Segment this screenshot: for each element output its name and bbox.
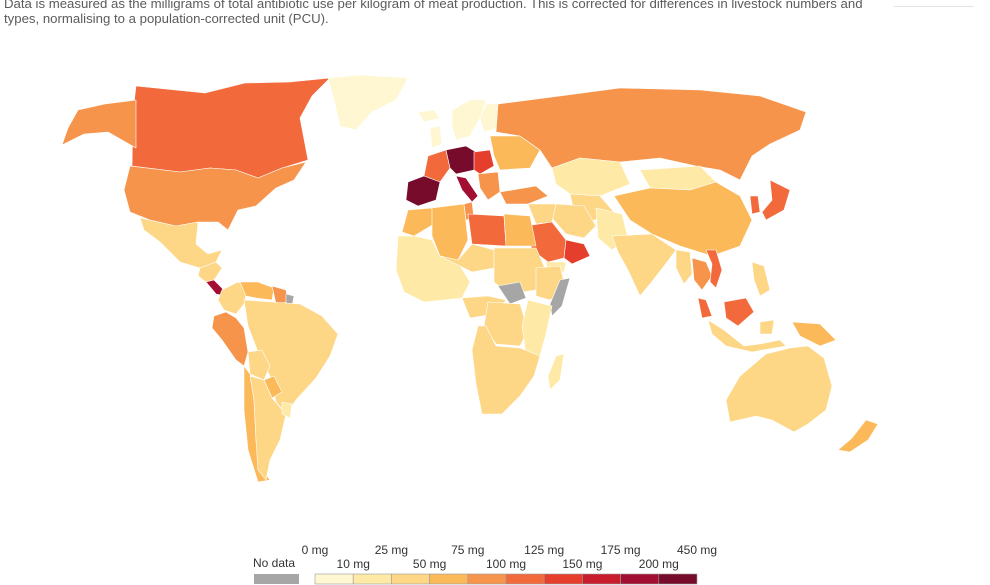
region-east-africa[interactable] (521, 299, 553, 357)
legend-no-data-swatch (254, 574, 299, 584)
region-libya[interactable] (467, 213, 507, 247)
region-oman-uae[interactable] (563, 239, 591, 265)
region-papua-new-guinea[interactable] (791, 321, 837, 347)
region-finland[interactable] (479, 103, 501, 133)
legend-no-data-label: No data (253, 556, 295, 570)
legend-top-label: 25 mg (375, 543, 408, 557)
region-mexico[interactable] (139, 217, 223, 269)
region-ecuador-peru[interactable] (211, 311, 249, 367)
legend-bin-4[interactable] (467, 573, 507, 585)
region-thailand[interactable] (691, 257, 713, 291)
region-madagascar[interactable] (547, 353, 565, 391)
legend-scale (314, 573, 698, 585)
region-west-africa[interactable] (395, 235, 471, 303)
region-japan[interactable] (761, 179, 791, 221)
legend-bin-6[interactable] (543, 573, 583, 585)
region-iceland[interactable] (417, 109, 441, 123)
legend-bin-5[interactable] (505, 573, 545, 585)
region-canada[interactable] (131, 77, 331, 179)
region-guyana-suriname[interactable] (271, 285, 289, 305)
region-italy[interactable] (455, 175, 479, 203)
legend-bottom-label: 100 mg (486, 557, 526, 571)
legend-bin-7[interactable] (582, 573, 621, 585)
region-turkey[interactable] (499, 185, 549, 205)
region-argentina[interactable] (249, 375, 287, 481)
legend-bottom-label: 10 mg (337, 557, 370, 571)
world-choropleth-map (61, 74, 879, 483)
region-vietnam[interactable] (705, 249, 723, 289)
region-scandinavia[interactable] (451, 99, 487, 141)
region-kazakhstan[interactable] (551, 157, 631, 197)
legend-bin-8[interactable] (620, 573, 660, 585)
region-korea[interactable] (749, 195, 761, 215)
legend-bottom-label: 200 mg (639, 557, 679, 571)
region-greenland[interactable] (327, 74, 409, 131)
map-subtitle: Data is measured as the milligrams of to… (4, 0, 863, 26)
legend-bottom-label: 150 mg (562, 557, 602, 571)
legend-bin-9[interactable] (658, 573, 698, 585)
legend-bottom-labels: 10 mg 50 mg 100 mg 150 mg 200 mg (337, 557, 679, 571)
legend-top-label: 175 mg (601, 543, 641, 557)
legend-bin-3[interactable] (429, 573, 469, 585)
region-united-states[interactable] (123, 161, 307, 231)
region-alaska[interactable] (61, 99, 137, 149)
legend-top-label: 75 mg (451, 543, 484, 557)
legend-bin-1[interactable] (352, 573, 392, 585)
region-china[interactable] (613, 181, 753, 257)
region-indonesia[interactable] (707, 319, 787, 353)
region-uruguay[interactable] (281, 401, 293, 419)
region-new-zealand[interactable] (837, 419, 879, 453)
region-philippines[interactable] (751, 261, 771, 297)
region-france[interactable] (423, 149, 451, 183)
region-central-europe[interactable] (473, 149, 495, 175)
legend-top-labels: 0 mg 25 mg 75 mg 125 mg 175 mg 450 mg (302, 543, 717, 557)
legend-bin-0[interactable] (314, 573, 354, 585)
legend-top-label: 0 mg (302, 543, 329, 557)
region-bolivia[interactable] (247, 349, 271, 381)
region-southern-africa[interactable] (471, 325, 541, 415)
region-colombia[interactable] (217, 281, 249, 315)
legend-top-label: 450 mg (677, 543, 717, 557)
legend-top-label: 125 mg (524, 543, 564, 557)
region-russia[interactable] (495, 87, 807, 181)
region-iraq-syria[interactable] (527, 203, 557, 225)
region-myanmar[interactable] (675, 249, 693, 285)
region-malaysia[interactable] (697, 297, 755, 327)
options-button[interactable] (894, 0, 974, 7)
legend-bin-2[interactable] (391, 573, 430, 585)
region-venezuela[interactable] (239, 281, 275, 301)
region-india[interactable] (611, 233, 677, 297)
region-spain-portugal[interactable] (405, 175, 441, 207)
color-legend: No data 0 mg 25 mg 75 mg 125 mg 175 mg 450 mg… (253, 543, 717, 585)
region-morocco[interactable] (401, 207, 435, 237)
region-australia[interactable] (725, 345, 833, 433)
region-germany-poland[interactable] (445, 145, 477, 175)
region-egypt[interactable] (503, 213, 537, 247)
legend-bottom-label: 50 mg (413, 557, 446, 571)
region-united-kingdom[interactable] (429, 125, 443, 149)
region-balkans[interactable] (477, 171, 501, 201)
